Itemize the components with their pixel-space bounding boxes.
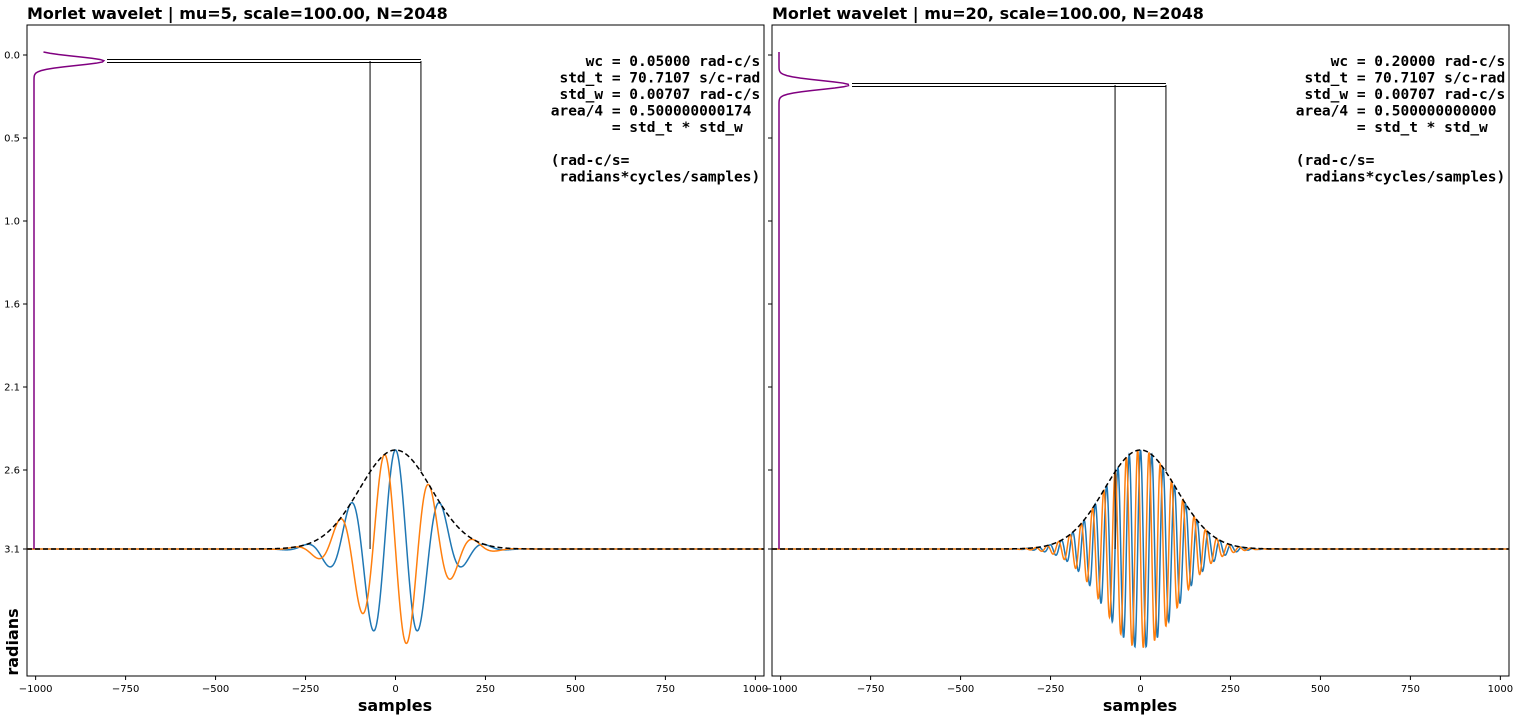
annotation-line: std_w = 0.00707 rad-c/s xyxy=(542,87,760,103)
series-envelope-line xyxy=(27,449,764,550)
annotation-line: area/4 = 0.500000000174 xyxy=(542,104,752,120)
x-tick-label: −500 xyxy=(947,684,974,695)
plot-frame xyxy=(26,24,765,677)
series-freq-line xyxy=(33,51,106,549)
annotation-line: radians*cycles/samples) xyxy=(1287,170,1505,186)
annotation-line: std_t = 70.7107 s/c-rad xyxy=(1287,71,1505,87)
y-tick-label: 2.1 xyxy=(4,383,20,394)
x-tick-label: −1000 xyxy=(19,684,53,695)
annotation-line: (rad-c/s= xyxy=(1287,153,1375,169)
annotation-line: (rad-c/s= xyxy=(542,153,630,169)
x-axis-label: samples xyxy=(1103,696,1177,715)
annotation-line: std_t = 70.7107 s/c-rad xyxy=(542,71,760,87)
x-tick-label: 250 xyxy=(1221,684,1240,695)
panel-left: Morlet wavelet | mu=5, scale=100.00, N=2… xyxy=(3,4,768,715)
x-tick-label: 750 xyxy=(656,684,675,695)
y-axis-label: radians xyxy=(3,608,22,675)
y-axis-ticks: 0.0 0.5 1.0 1.6 2.1 2.6 3.1 xyxy=(4,51,27,556)
x-axis-ticks: −1000 −750 −500 −250 0 250 500 750 1000 xyxy=(19,676,768,695)
y-tick-label: 1.6 xyxy=(4,300,20,311)
x-tick-label: −750 xyxy=(112,684,139,695)
x-tick-label: −1000 xyxy=(764,684,798,695)
x-tick-label: −250 xyxy=(292,684,319,695)
annotation-line: wc = 0.05000 rad-c/s xyxy=(542,54,760,70)
annotation-line: wc = 0.20000 rad-c/s xyxy=(1287,54,1505,70)
y-tick-label: 1.0 xyxy=(4,217,20,228)
x-tick-label: 500 xyxy=(566,684,585,695)
plot-area xyxy=(27,51,764,645)
annotation-line: radians*cycles/samples) xyxy=(542,170,760,186)
annotation-line: = std_t * std_w xyxy=(1287,120,1488,136)
x-tick-label: 750 xyxy=(1401,684,1420,695)
x-axis-label: samples xyxy=(358,696,432,715)
x-tick-label: 0 xyxy=(1137,684,1143,695)
stats-annotation: wc = 0.05000 rad-c/s std_t = 70.7107 s/c… xyxy=(542,54,760,186)
annotation-line: std_w = 0.00707 rad-c/s xyxy=(1287,87,1505,103)
plot-area xyxy=(772,52,1509,649)
y-tick-label: 2.6 xyxy=(4,466,20,477)
y-axis-ticks xyxy=(768,54,772,550)
y-tick-label: 0.0 xyxy=(4,51,20,62)
chart-title: Morlet wavelet | mu=20, scale=100.00, N=… xyxy=(772,4,1204,24)
annotation-line: = std_t * std_w xyxy=(542,120,743,136)
x-tick-label: −500 xyxy=(202,684,229,695)
x-tick-label: 1000 xyxy=(743,684,768,695)
x-tick-label: −750 xyxy=(857,684,884,695)
x-tick-label: 1000 xyxy=(1488,684,1513,695)
y-tick-label: 3.1 xyxy=(4,545,20,556)
chart-title: Morlet wavelet | mu=5, scale=100.00, N=2… xyxy=(27,4,448,24)
x-tick-label: 500 xyxy=(1311,684,1330,695)
x-axis-ticks: −1000 −750 −500 −250 0 250 500 750 1000 xyxy=(764,676,1513,695)
annotation-line: area/4 = 0.500000000000 xyxy=(1287,104,1497,120)
stats-annotation: wc = 0.20000 rad-c/s std_t = 70.7107 s/c… xyxy=(1287,54,1505,186)
series-freq-line xyxy=(778,52,850,549)
series-envelope-line xyxy=(772,449,1509,550)
x-tick-label: −250 xyxy=(1037,684,1064,695)
x-tick-label: 250 xyxy=(476,684,495,695)
panel-right: Morlet wavelet | mu=20, scale=100.00, N=… xyxy=(764,4,1513,715)
x-tick-label: 0 xyxy=(392,684,398,695)
y-tick-label: 0.5 xyxy=(4,134,20,145)
